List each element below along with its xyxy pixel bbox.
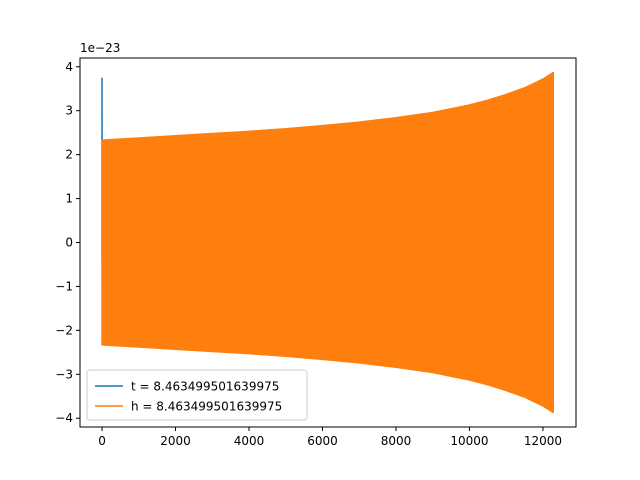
- x-tick-label: 0: [98, 434, 106, 448]
- legend-box: [86, 369, 308, 421]
- legend-label: t = 8.463499501639975: [131, 380, 279, 394]
- x-tick-label: 10000: [450, 434, 488, 448]
- series-layer: [101, 71, 554, 414]
- x-tick-label: 8000: [381, 434, 412, 448]
- y-tick-label: −2: [55, 323, 73, 337]
- x-tick-label: 12000: [524, 434, 562, 448]
- x-axis: 0 2000 4000 6000 8000 10000 12000: [98, 427, 562, 448]
- x-tick-label: 4000: [234, 434, 265, 448]
- y-tick-label: 2: [65, 148, 73, 162]
- y-tick-label: −1: [55, 279, 73, 293]
- legend: t = 8.463499501639975 h = 8.4634995016399…: [86, 369, 308, 421]
- series-h-oscillation: [101, 71, 554, 414]
- y-tick-label: 0: [65, 236, 73, 250]
- y-tick-label: 4: [65, 60, 73, 74]
- y-tick-label: 3: [65, 104, 73, 118]
- y-tick-label: −3: [55, 367, 73, 381]
- y-axis: 4 3 2 1 0 −1 −2 −3 −4: [55, 60, 80, 425]
- y-tick-label: 1: [65, 192, 73, 206]
- y-offset-label: 1e−23: [80, 41, 120, 55]
- x-tick-label: 6000: [307, 434, 338, 448]
- y-tick-label: −4: [55, 411, 73, 425]
- legend-label: h = 8.463499501639975: [131, 400, 282, 414]
- x-tick-label: 2000: [160, 434, 191, 448]
